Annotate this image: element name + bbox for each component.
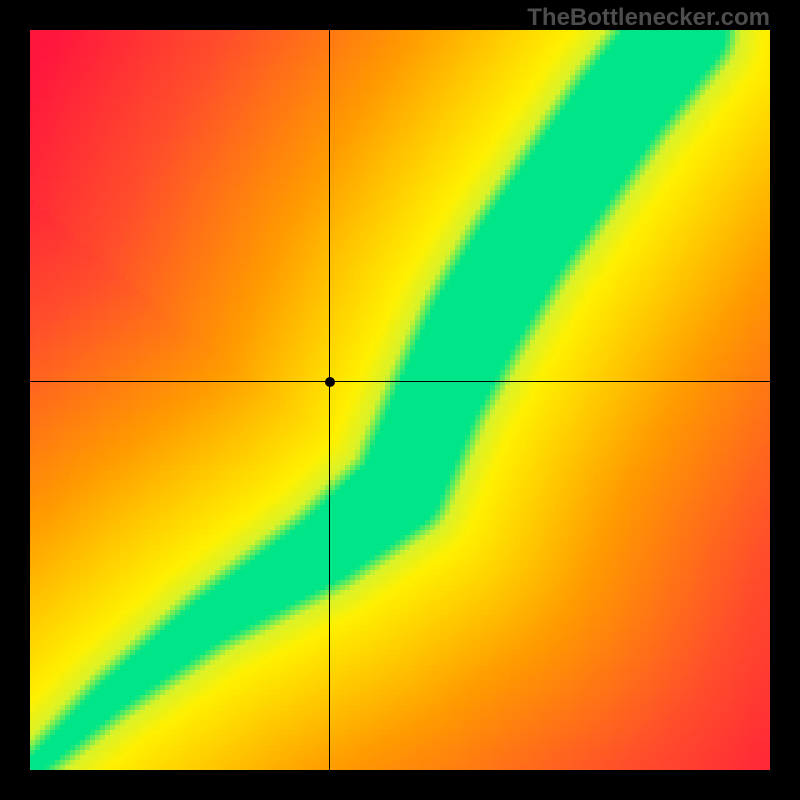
crosshair-marker <box>325 377 335 387</box>
crosshair-vertical <box>329 30 330 770</box>
watermark-text: TheBottlenecker.com <box>527 4 770 32</box>
crosshair-horizontal <box>30 381 770 382</box>
bottleneck-heatmap <box>30 30 770 770</box>
